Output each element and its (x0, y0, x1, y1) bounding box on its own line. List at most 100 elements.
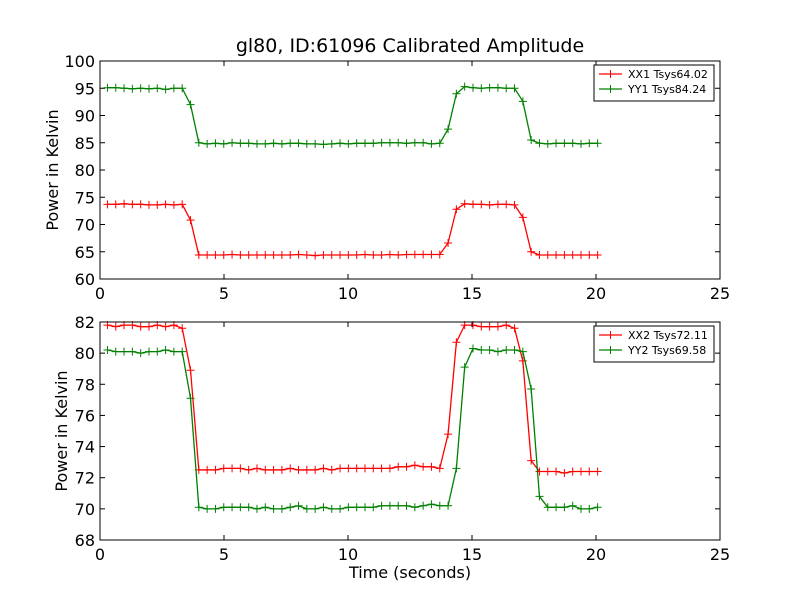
data-point (203, 504, 212, 513)
data-point (543, 467, 552, 476)
data-point (228, 138, 237, 147)
data-point (452, 89, 461, 98)
data-point (244, 503, 253, 512)
data-point (103, 200, 112, 209)
data-point (153, 347, 162, 356)
data-point (377, 501, 386, 510)
data-point (228, 250, 237, 259)
data-point (419, 250, 428, 259)
data-point (186, 394, 195, 403)
data-point (369, 139, 378, 148)
data-point (369, 251, 378, 260)
data-point (294, 139, 303, 148)
data-point (236, 251, 245, 260)
y-axis-title: Power in Kelvin (43, 109, 62, 230)
data-point (211, 465, 220, 474)
data-point (419, 501, 428, 510)
data-point (468, 200, 477, 209)
data-point (419, 138, 428, 147)
data-point (186, 216, 195, 225)
data-point (518, 213, 527, 222)
data-point (385, 464, 394, 473)
y-tick-label: 85 (75, 134, 95, 153)
legend-label: XX1 Tsys64.02 (628, 68, 708, 81)
data-point (402, 501, 411, 510)
legend-marker (606, 85, 615, 93)
data-point (103, 83, 112, 92)
data-point (360, 464, 369, 473)
data-point (327, 504, 336, 513)
x-tick-label: 15 (462, 284, 482, 303)
data-point (543, 503, 552, 512)
data-point (502, 346, 511, 355)
data-point (111, 83, 120, 92)
data-point (527, 247, 536, 256)
data-point (535, 492, 544, 501)
data-point (493, 83, 502, 92)
series-markers-2 (103, 344, 602, 513)
data-point (560, 251, 569, 260)
data-point (435, 501, 444, 510)
data-point (585, 139, 594, 148)
y-tick-label: 60 (75, 270, 95, 289)
data-point (161, 85, 170, 94)
data-point (502, 84, 511, 93)
data-point (477, 84, 486, 93)
data-point (194, 251, 203, 260)
data-point (593, 251, 602, 260)
data-point (585, 504, 594, 513)
data-point (294, 465, 303, 474)
data-point (120, 84, 129, 93)
data-point (269, 504, 278, 513)
series-line-2 (107, 85, 598, 146)
data-point (577, 139, 585, 148)
data-point (402, 462, 411, 471)
data-point (161, 322, 170, 331)
data-point (369, 503, 378, 512)
data-point (510, 324, 519, 333)
data-point (269, 251, 278, 260)
data-point (302, 504, 311, 513)
data-point (360, 503, 369, 512)
data-point (277, 251, 286, 260)
legend-label: YY2 Tsys69.58 (627, 344, 706, 357)
data-point (485, 200, 494, 209)
data-point (336, 251, 345, 260)
data-point (219, 503, 228, 512)
data-point (319, 464, 328, 473)
data-point (394, 462, 403, 471)
data-point (311, 251, 320, 260)
data-point (286, 251, 295, 260)
chart-title: gl80, ID:61096 Calibrated Amplitude (236, 35, 584, 57)
data-point (402, 139, 411, 148)
data-point (128, 84, 137, 93)
data-point (252, 251, 261, 260)
data-point (178, 200, 187, 209)
data-point (377, 464, 386, 473)
data-point (178, 84, 187, 93)
y-tick-label: 76 (75, 406, 95, 425)
data-point (577, 504, 585, 513)
data-point (120, 199, 129, 208)
data-point (468, 344, 477, 353)
data-point (485, 83, 494, 92)
data-point (552, 467, 561, 476)
data-point (111, 322, 120, 331)
data-point (593, 139, 602, 148)
data-point (219, 251, 228, 260)
data-point (269, 139, 278, 148)
legend: XX2 Tsys72.11 YY2 Tsys69.58 (593, 325, 715, 363)
data-point (444, 430, 453, 439)
data-point (228, 503, 237, 512)
data-point (244, 251, 253, 260)
data-point (452, 205, 461, 214)
data-point (269, 465, 278, 474)
data-point (344, 464, 353, 473)
data-point (136, 322, 145, 331)
data-point (410, 503, 419, 512)
data-point (336, 504, 345, 513)
x-axis-title: Time (seconds) (348, 563, 471, 582)
data-point (261, 465, 270, 474)
